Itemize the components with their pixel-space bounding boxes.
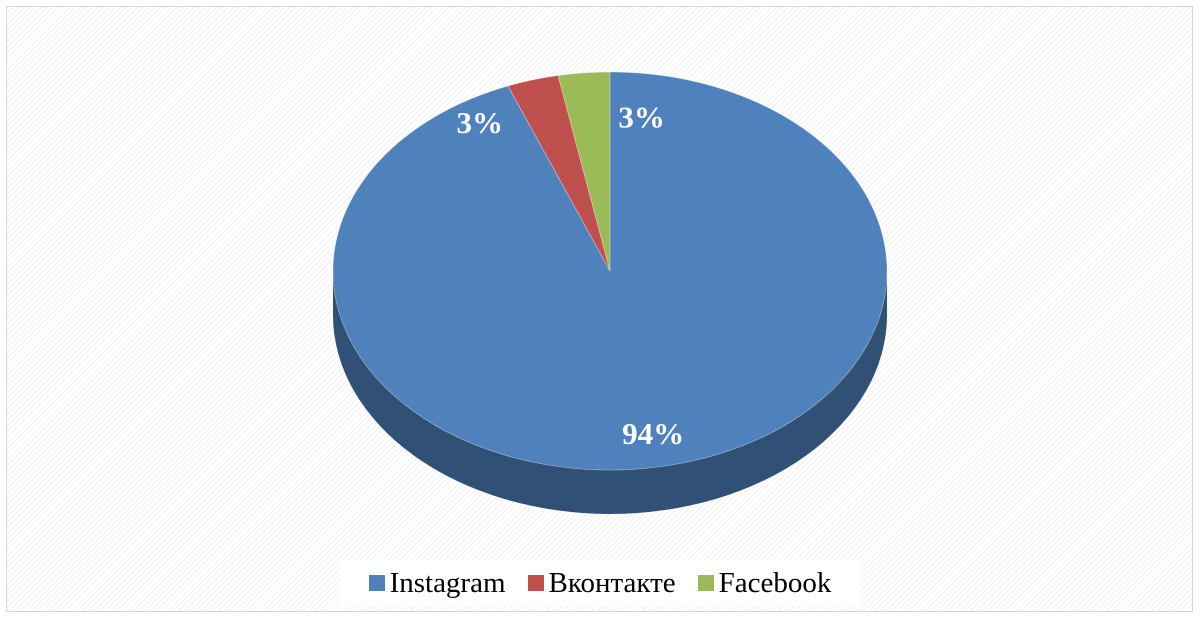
legend-label-instagram: Instagram: [389, 566, 506, 599]
legend-item-vkontakte: Вконтакте: [527, 566, 676, 600]
data-label-vkontakte: 3%: [456, 105, 503, 140]
legend-item-facebook: Facebook: [697, 566, 832, 600]
legend: Instagram Вконтакте Facebook: [340, 560, 860, 606]
data-label-facebook: 3%: [618, 99, 665, 134]
pie-top-faces: [332, 71, 888, 471]
legend-label-facebook: Facebook: [718, 566, 832, 599]
legend-label-vkontakte: Вконтакте: [548, 566, 676, 599]
legend-swatch-vkontakte: [527, 575, 544, 591]
pie-slice-vkontakte: [507, 75, 611, 272]
legend-swatch-facebook: [697, 575, 714, 591]
legend-swatch-instagram: [368, 575, 385, 591]
data-label-instagram: 94%: [622, 416, 684, 451]
legend-item-instagram: Instagram: [368, 566, 506, 600]
pie-side-instagram: [333, 271, 887, 514]
pie-side-walls: [333, 271, 887, 514]
pie-slice-instagram: [332, 71, 888, 471]
pie-slice-facebook: [557, 71, 611, 272]
